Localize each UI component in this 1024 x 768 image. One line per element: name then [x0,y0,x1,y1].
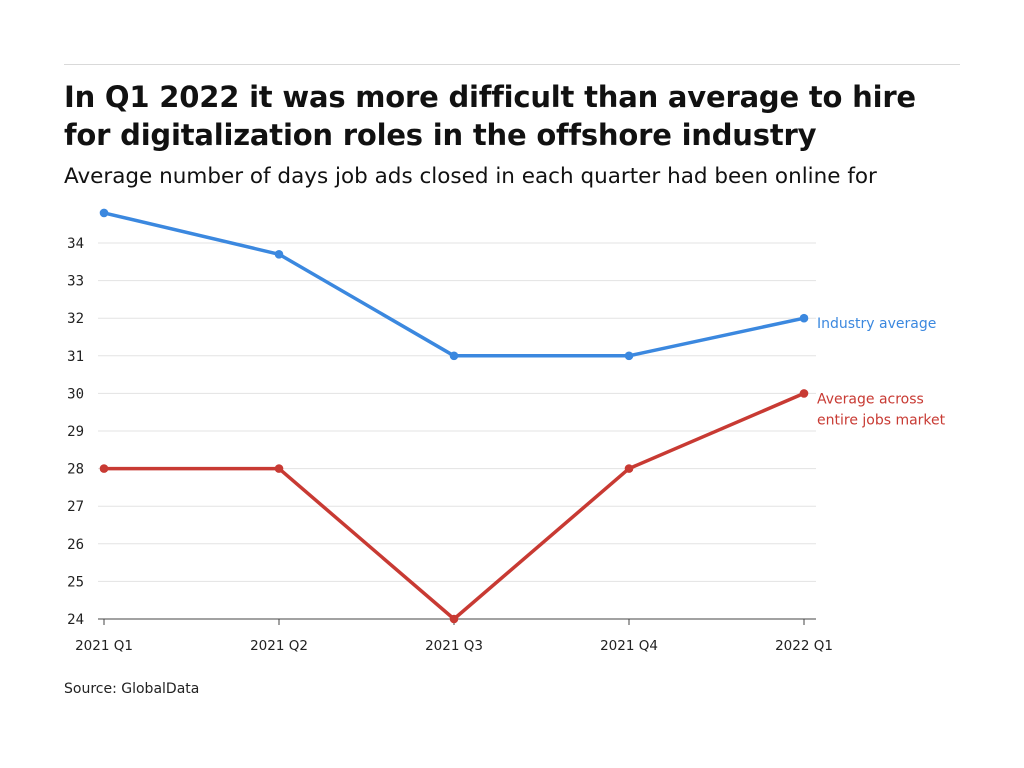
x-tick-label: 2021 Q3 [425,638,483,654]
y-tick-label: 28 [67,462,84,478]
data-point [449,351,459,361]
y-tick-label: 24 [67,612,84,628]
y-axis-ticks: 24 25 26 27 28 29 30 31 32 33 34 [67,236,84,628]
data-point [624,464,634,473]
series-label: Average across [817,391,924,407]
series-label: Industry average [817,316,936,332]
data-point [799,389,809,398]
source-note: Source: GlobalData [64,681,200,697]
series-label: entire jobs market [817,412,946,428]
data-point [799,313,809,323]
y-tick-label: 32 [67,311,84,327]
y-tick-label: 34 [67,236,84,252]
top-divider [64,64,960,65]
x-tick-label: 2022 Q1 [775,638,833,654]
y-tick-label: 33 [67,274,84,290]
x-tick-label: 2021 Q1 [75,638,133,654]
x-tick-label: 2021 Q2 [250,638,308,654]
y-tick-label: 25 [67,574,84,590]
data-point [274,464,284,473]
y-tick-label: 31 [67,349,84,365]
y-tick-label: 29 [67,424,84,440]
x-axis-ticks: 2021 Q1 2021 Q2 2021 Q3 2021 Q4 2022 Q1 [75,619,833,654]
y-tick-label: 26 [67,537,84,553]
series-labels: Industry average Average across entire job… [817,316,946,428]
series-line [102,211,806,358]
y-tick-label: 30 [67,386,84,402]
data-point [624,351,634,361]
gridlines [98,242,816,620]
y-tick-label: 27 [67,499,84,515]
data-point [449,614,459,624]
series-group [99,208,809,624]
chart-subtitle: Average number of days job ads closed in… [64,164,877,189]
data-point [99,464,109,473]
x-tick-label: 2021 Q4 [600,638,658,654]
data-point [99,208,109,218]
data-point [274,249,284,259]
chart-title: In Q1 2022 it was more difficult than av… [64,80,916,152]
